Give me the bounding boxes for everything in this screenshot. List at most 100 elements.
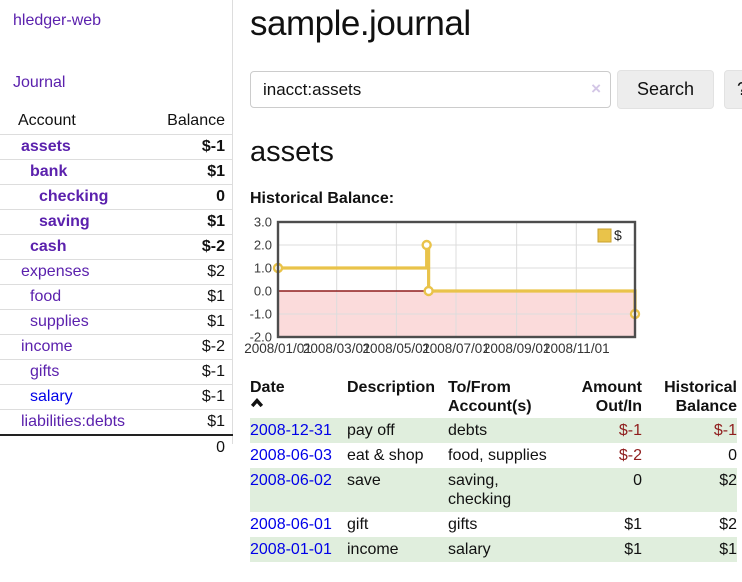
sidebar-account-link[interactable]: liabilities:debts bbox=[21, 413, 126, 430]
total-spacer bbox=[0, 435, 153, 460]
accounts-balance-table: Account Balance assets $-1 bank $1 checking 0… bbox=[0, 109, 233, 460]
y-tick-label: 1.0 bbox=[254, 261, 272, 276]
clear-search-icon[interactable]: × bbox=[591, 79, 601, 98]
transaction-accounts: saving, checking bbox=[448, 472, 512, 508]
account-balance: $2 bbox=[207, 263, 225, 280]
transaction-balance: $-1 bbox=[713, 422, 737, 439]
page: hledger-web Journal Account Balance asse… bbox=[0, 0, 742, 562]
sidebar-account-row: income $-2 bbox=[0, 334, 233, 360]
plot-border bbox=[276, 220, 637, 339]
sidebar-account-link[interactable]: assets bbox=[21, 138, 71, 155]
account-balance: $-1 bbox=[201, 363, 225, 380]
transaction-accounts: salary bbox=[448, 541, 491, 558]
sidebar-account-link[interactable]: income bbox=[21, 338, 73, 355]
sidebar-account-row: saving $1 bbox=[0, 209, 233, 235]
account-balance: $1 bbox=[207, 413, 225, 430]
register-table: Date Description To/From Account(s) Amou… bbox=[250, 376, 737, 562]
y-tick-label: 0.0 bbox=[254, 284, 272, 299]
y-tick-label: -1.0 bbox=[250, 307, 272, 322]
sort-ascending-icon bbox=[250, 397, 347, 408]
accounts-column-header: To/From Account(s) bbox=[448, 379, 532, 415]
transaction-date[interactable]: 2008-12-31 bbox=[250, 418, 347, 443]
transaction-accounts: gifts bbox=[448, 516, 478, 533]
register-header-row: Date Description To/From Account(s) Amou… bbox=[250, 376, 737, 418]
sidebar-account-link[interactable]: gifts bbox=[30, 363, 60, 380]
legend-label: $ bbox=[614, 227, 622, 243]
transaction-row[interactable]: 2008-06-03 eat & shop food, supplies $-2 0 bbox=[250, 443, 737, 468]
transaction-row[interactable]: 2008-01-01 income salary $1 $1 bbox=[250, 537, 737, 562]
total-balance: 0 bbox=[216, 439, 225, 456]
sidebar-account-row: supplies $1 bbox=[0, 309, 233, 335]
sidebar-account-link[interactable]: cash bbox=[30, 238, 67, 255]
sidebar-account-row: assets $-1 bbox=[0, 134, 233, 160]
account-balance: 0 bbox=[216, 188, 225, 205]
transaction-date[interactable]: 2008-01-01 bbox=[250, 537, 347, 562]
chart-svg: $3.0 2.0 1.0 0.0 -1.0 -2.02008/01/012008/03/0… bbox=[244, 215, 641, 356]
search-button[interactable]: Search bbox=[617, 70, 715, 109]
x-tick-label: 2008/05/01 bbox=[363, 341, 431, 356]
amount-column-header: Amount Out/In bbox=[581, 379, 642, 415]
sidebar-account-row: expenses $2 bbox=[0, 259, 233, 285]
account-balance: $-2 bbox=[201, 338, 225, 355]
account-balance: $1 bbox=[207, 288, 225, 305]
page-title: sample.journal bbox=[250, 4, 471, 43]
transaction-amount: $1 bbox=[624, 541, 642, 558]
sidebar-account-link[interactable]: food bbox=[30, 288, 62, 305]
help-button[interactable]: ? bbox=[724, 70, 742, 109]
data-point-marker bbox=[423, 285, 434, 297]
accounts-header-row: Account Balance bbox=[0, 109, 233, 135]
x-tick-label: 2008/11/01 bbox=[543, 341, 610, 356]
account-balance: $1 bbox=[207, 213, 225, 230]
app-title-link[interactable]: hledger-web bbox=[13, 12, 102, 29]
account-balance: $1 bbox=[207, 313, 225, 330]
historical-balance-label: Historical Balance: bbox=[250, 190, 395, 207]
account-balance: $1 bbox=[207, 163, 225, 180]
search-input[interactable] bbox=[250, 71, 611, 108]
x-tick-label: 2008/03/01 bbox=[303, 341, 371, 356]
transaction-description: pay off bbox=[347, 422, 395, 439]
description-column-header: Description bbox=[347, 379, 436, 396]
transaction-row[interactable]: 2008-06-02 save saving, checking 0 $2 bbox=[250, 468, 737, 512]
x-tick-label: 2008/09/01 bbox=[483, 341, 551, 356]
balance-column-header: Balance bbox=[167, 112, 225, 129]
sidebar-account-link[interactable]: supplies bbox=[30, 313, 89, 330]
transaction-date-link[interactable]: 2008-06-02 bbox=[250, 472, 332, 489]
sidebar-account-link[interactable]: checking bbox=[39, 188, 109, 205]
transaction-date[interactable]: 2008-06-01 bbox=[250, 512, 347, 537]
transaction-balance: $2 bbox=[719, 472, 737, 489]
transaction-date[interactable]: 2008-06-03 bbox=[250, 443, 347, 468]
search-input-wrap: × bbox=[250, 71, 611, 108]
transaction-balance: 0 bbox=[728, 447, 737, 464]
transaction-date-link[interactable]: 2008-06-01 bbox=[250, 516, 332, 533]
sidebar-account-row: bank $1 bbox=[0, 159, 233, 185]
transaction-amount: $-1 bbox=[618, 422, 642, 439]
x-tick-label: 2008/07/01 bbox=[422, 341, 490, 356]
transaction-date[interactable]: 2008-06-02 bbox=[250, 468, 347, 512]
transaction-date-link[interactable]: 2008-12-31 bbox=[250, 422, 332, 439]
sidebar-account-row: checking 0 bbox=[0, 184, 233, 210]
sidebar-account-link[interactable]: salary bbox=[30, 388, 73, 405]
main-content: sample.journal × Search ? assets Histori… bbox=[233, 0, 742, 562]
account-balance: $-2 bbox=[201, 238, 225, 255]
sidebar-account-link[interactable]: expenses bbox=[21, 263, 90, 280]
sidebar-account-link[interactable]: bank bbox=[30, 163, 68, 180]
transaction-description: gift bbox=[347, 516, 369, 533]
transaction-description: eat & shop bbox=[347, 447, 424, 464]
account-balance: $-1 bbox=[201, 138, 225, 155]
sidebar-item-journal[interactable]: Journal bbox=[13, 74, 66, 91]
sidebar-account-row: liabilities:debts $1 bbox=[0, 409, 233, 436]
transaction-row[interactable]: 2008-06-01 gift gifts $1 $2 bbox=[250, 512, 737, 537]
transaction-row[interactable]: 2008-12-31 pay off debts $-1 $-1 bbox=[250, 418, 737, 443]
transaction-description: income bbox=[347, 541, 399, 558]
data-point-marker bbox=[421, 239, 432, 251]
sidebar-account-link[interactable]: saving bbox=[39, 213, 90, 230]
sidebar-account-row: salary $-1 bbox=[0, 384, 233, 410]
balance-column-header-register: Historical Balance bbox=[664, 379, 737, 415]
y-tick-label: -2.0 bbox=[250, 330, 272, 345]
transaction-date-link[interactable]: 2008-06-03 bbox=[250, 447, 332, 464]
transaction-accounts: debts bbox=[448, 422, 488, 439]
date-column-header[interactable]: Date bbox=[250, 376, 347, 418]
transaction-date-link[interactable]: 2008-01-01 bbox=[250, 541, 332, 558]
y-tick-label: 3.0 bbox=[254, 215, 272, 230]
account-heading: assets bbox=[250, 136, 334, 168]
